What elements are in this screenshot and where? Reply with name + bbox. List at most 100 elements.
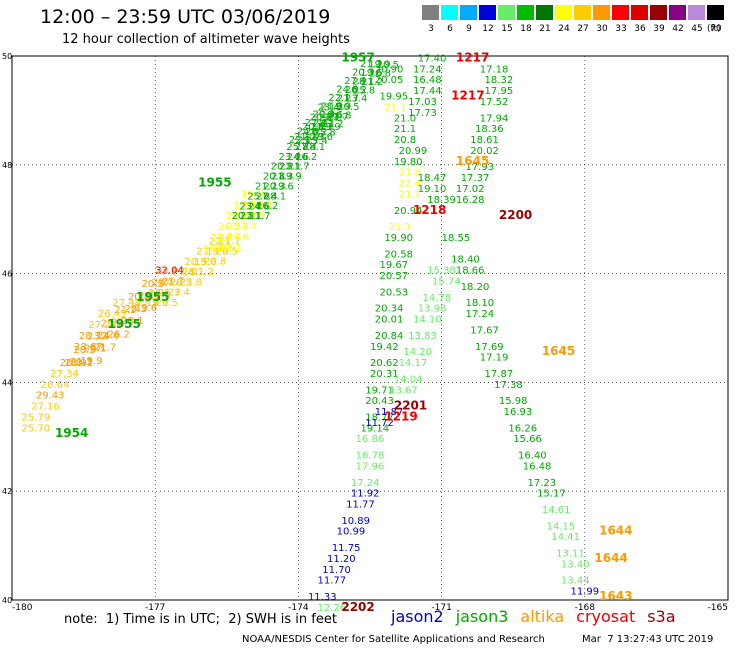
wave-height-label: 13.67 — [389, 385, 418, 396]
wave-value-mark: 19.6 — [311, 132, 333, 143]
pass-time-label: 1217 — [456, 50, 489, 64]
wave-value-mark: 22.1 — [328, 93, 350, 104]
wave-height-label: 19.80 — [394, 157, 423, 168]
legend-item-s3a: s3a — [647, 607, 676, 626]
wave-value-mark: 26.2 — [295, 152, 317, 163]
wave-height-label: 21.1 — [394, 124, 416, 135]
wave-value-mark: 24.6 — [227, 232, 249, 243]
legend-item-jason2: jason2 — [391, 607, 444, 626]
wave-height-label: 17.37 — [461, 173, 490, 184]
wave-height-label: 13.98 — [418, 304, 447, 315]
color-swatch — [441, 5, 458, 20]
color-swatch — [631, 5, 648, 20]
wave-height-label: 17.40 — [418, 53, 447, 64]
wave-height-label: 11.75 — [332, 543, 361, 554]
wave-height-label: 21.1 — [399, 189, 421, 200]
wave-height-label: 20.94 — [394, 206, 423, 217]
wave-height-label: 26.45 — [98, 309, 127, 320]
x-tick-label: -168 — [575, 603, 596, 612]
wave-height-label: 13.40 — [561, 559, 590, 570]
wave-value-mark: 19.6 — [135, 303, 157, 314]
pass-time-label: 2201 — [394, 399, 427, 413]
color-swatch — [517, 5, 534, 20]
wave-height-label: 15.17 — [537, 489, 566, 500]
wave-height-label: 17.67 — [470, 325, 499, 336]
wave-height-label: 28.32 — [79, 331, 108, 342]
wave-height-label: 18.20 — [461, 282, 490, 293]
color-swatch — [650, 5, 667, 20]
color-swatch — [707, 5, 724, 20]
color-swatch — [688, 5, 705, 20]
y-tick-label: 40 — [2, 596, 12, 605]
wave-height-label: 27.22 — [88, 320, 117, 331]
wave-height-label: 14.61 — [542, 505, 571, 516]
wave-height-label: 10.89 — [341, 516, 370, 527]
wave-value-mark: 21.2 — [234, 211, 256, 222]
wave-value-mark: 27.4 — [235, 221, 257, 232]
pass-time-label: 1955 — [136, 290, 169, 304]
wave-value-mark: 28.1 — [121, 316, 143, 327]
wave-value-mark: 21.7 — [287, 162, 309, 173]
wave-height-label: 17.94 — [480, 113, 509, 124]
wave-height-label: 19.10 — [418, 184, 447, 195]
wave-value-mark: 22.1 — [84, 344, 106, 355]
wave-height-label: 19.71 — [365, 385, 394, 396]
wave-height-label: 20.43 — [365, 396, 394, 407]
wave-value-mark: 20.5 — [211, 243, 233, 254]
color-swatch — [555, 5, 572, 20]
wave-height-label: 17.93 — [465, 162, 494, 173]
wave-height-label: 10.99 — [337, 527, 366, 538]
wave-value-mark: 25.8 — [313, 127, 335, 138]
wave-value-mark: 19.9 — [319, 122, 341, 133]
wave-height-label: 20.01 — [375, 315, 404, 326]
wave-value-mark: 20.5 — [216, 246, 238, 257]
wave-value-mark: 22.1 — [318, 112, 340, 123]
wave-height-label: 16.26 — [508, 423, 537, 434]
wave-height-label: 17.18 — [480, 64, 509, 75]
color-swatch — [498, 5, 515, 20]
color-swatch — [593, 5, 610, 20]
wave-height-label: 29.43 — [36, 391, 65, 402]
pass-time-label: 1955 — [198, 176, 231, 190]
wave-height-label: 21.8 — [399, 168, 421, 179]
pass-time-label: 1954 — [55, 426, 88, 440]
wave-height-label: 18.10 — [465, 298, 494, 309]
wave-value-mark: 19.9 — [279, 172, 301, 183]
wave-height-label: 20.62 — [370, 358, 399, 369]
wave-value-mark: 20.3 — [263, 181, 285, 192]
legend-item-jason3: jason3 — [455, 607, 509, 626]
wave-value-mark: 25.8 — [353, 85, 375, 96]
wave-height-label: 15.98 — [499, 396, 528, 407]
wave-height-label: 19.90 — [384, 233, 413, 244]
wave-value-mark: 20.3 — [352, 68, 374, 79]
wave-value-mark: 24.6 — [97, 331, 119, 342]
wave-height-label: 20.53 — [380, 287, 409, 298]
wave-height-label: 11.20 — [327, 554, 356, 565]
wave-value-mark: 21.2 — [255, 182, 277, 193]
wave-value-mark: 27.4 — [111, 317, 133, 328]
wave-height-label: 20.02 — [470, 146, 499, 157]
y-tick-label: 44 — [2, 378, 12, 387]
wave-value-mark: 20.8 — [60, 358, 82, 369]
wave-value-mark: 20.5 — [310, 112, 332, 123]
wave-value-mark: 19.6 — [194, 257, 216, 268]
color-swatch — [612, 5, 629, 20]
wave-value-mark: 27.4 — [256, 191, 278, 202]
color-swatch — [422, 5, 439, 20]
wave-value-mark: 26.2 — [345, 85, 367, 96]
wave-height-label: 11.87 — [375, 407, 404, 418]
pass-time-label: 1643 — [599, 589, 632, 603]
wave-height-label: 21.0 — [394, 113, 416, 124]
wave-value-mark: 25.8 — [226, 222, 248, 233]
wave-height-label: 25.70 — [22, 423, 51, 434]
wave-height-label: 20.05 — [375, 75, 404, 86]
wave-value-mark: 21.7 — [326, 112, 348, 123]
chart-title: 12:00 – 23:59 UTC 03/06/2019 — [40, 6, 331, 28]
y-tick-label: 46 — [2, 270, 12, 279]
wave-value-mark: 22.1 — [148, 288, 170, 299]
wave-value-mark: 20.8 — [329, 111, 351, 122]
wave-value-mark: 19.6 — [272, 181, 294, 192]
credit-text: NOAA/NESDIS Center for Satellite Applica… — [242, 634, 545, 645]
wave-value-mark: 20.8 — [263, 172, 285, 183]
wave-value-mark: 19.9 — [148, 290, 170, 301]
